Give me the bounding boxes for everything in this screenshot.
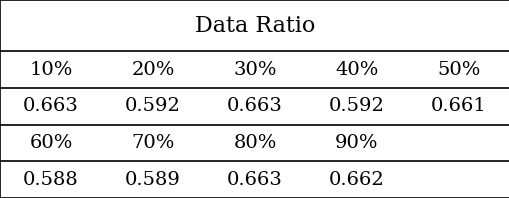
Text: 10%: 10%	[29, 61, 73, 79]
Text: 0.663: 0.663	[227, 97, 282, 115]
Text: 40%: 40%	[334, 61, 378, 79]
Text: Data Ratio: Data Ratio	[194, 15, 315, 37]
Text: 0.662: 0.662	[328, 171, 384, 189]
Text: 90%: 90%	[334, 134, 378, 152]
Text: 0.592: 0.592	[328, 97, 384, 115]
Text: 60%: 60%	[29, 134, 73, 152]
Text: 20%: 20%	[131, 61, 175, 79]
Text: 0.589: 0.589	[125, 171, 181, 189]
Text: 0.663: 0.663	[23, 97, 79, 115]
Text: 0.588: 0.588	[23, 171, 79, 189]
Text: 70%: 70%	[131, 134, 175, 152]
Text: 0.663: 0.663	[227, 171, 282, 189]
Text: 80%: 80%	[233, 134, 276, 152]
Text: 30%: 30%	[233, 61, 276, 79]
Text: 0.592: 0.592	[125, 97, 181, 115]
Text: 50%: 50%	[436, 61, 480, 79]
Text: 0.661: 0.661	[430, 97, 486, 115]
